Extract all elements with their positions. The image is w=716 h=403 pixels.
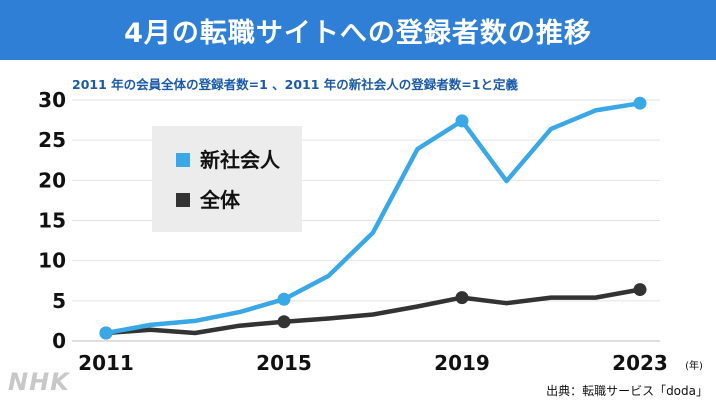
chart-subtitle: 2011 年の会員全体の登録者数=1 、2011 年の新社会人の登録者数=1と定…: [72, 77, 518, 92]
legend-swatch: [176, 153, 190, 167]
x-axis-unit: (年): [685, 359, 703, 372]
data-point: [99, 326, 113, 340]
data-point: [455, 114, 469, 128]
legend-box: [152, 126, 302, 232]
x-tick-label: 2023: [612, 351, 668, 375]
legend-swatch: [176, 193, 190, 207]
series-line: [103, 100, 643, 336]
y-tick-label: 25: [38, 128, 66, 152]
y-tick-label: 0: [52, 329, 66, 353]
source-note: 出典：転職サービス「doda」: [546, 384, 708, 398]
x-tick-label: 2015: [256, 351, 312, 375]
y-tick-label: 15: [38, 209, 66, 233]
legend-label: 新社会人: [200, 148, 281, 172]
legend-label: 全体: [199, 188, 241, 212]
y-tick-label: 20: [38, 168, 66, 192]
data-point: [277, 315, 291, 329]
x-tick-label: 2019: [434, 351, 490, 375]
chart-title: 4月の転職サイトへの登録者数の推移: [124, 17, 592, 49]
data-point: [633, 96, 647, 110]
x-tick-label: 2011: [78, 351, 134, 375]
data-point: [455, 291, 469, 305]
y-tick-label: 5: [52, 289, 66, 313]
series-line: [103, 287, 643, 336]
y-tick-label: 30: [38, 88, 66, 112]
nhk-logo: NHK: [8, 368, 70, 396]
title-bar: 4月の転職サイトへの登録者数の推移: [0, 0, 716, 60]
data-point: [277, 292, 291, 306]
y-tick-label: 10: [38, 249, 66, 273]
data-point: [633, 283, 647, 297]
